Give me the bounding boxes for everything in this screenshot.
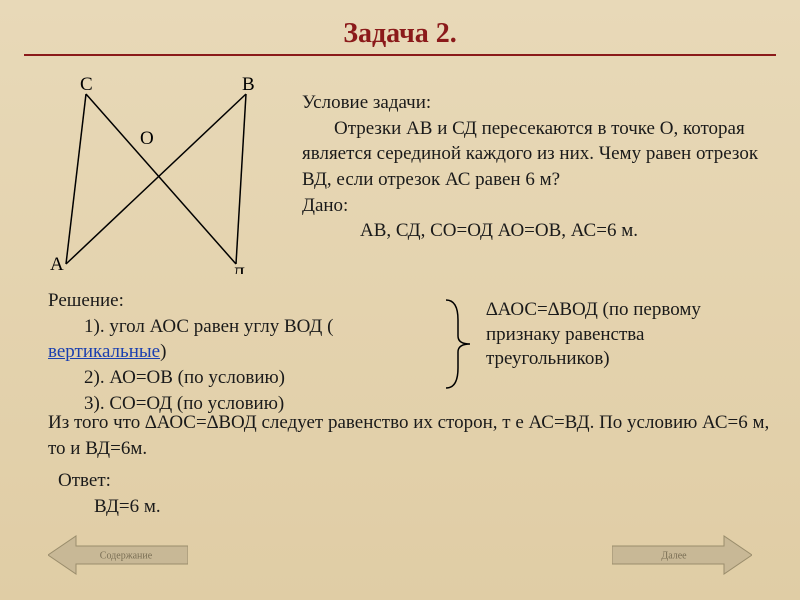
solution-block: Решение: 1). угол АОС равен углу ВОД ( в… — [48, 288, 428, 416]
solution-line1b: ) — [160, 341, 166, 362]
answer-label: Ответ: — [58, 468, 161, 494]
solution-line1a: 1). угол АОС равен углу ВОД ( — [84, 316, 333, 337]
given-label: Дано: — [302, 193, 770, 219]
triangle-equality: ∆АОС=∆ВОД (по первому признаку равенства… — [486, 298, 746, 372]
segment-bd — [236, 94, 246, 264]
segment-ac — [66, 94, 86, 264]
answer-block: Ответ: ВД=6 м. — [58, 468, 161, 519]
given-text: АВ, СД, СО=ОД АО=ОВ, АС=6 м. — [302, 218, 770, 244]
segment-ab — [66, 94, 246, 264]
answer-value: ВД=6 м. — [58, 494, 161, 520]
next-button[interactable]: Далее — [612, 532, 752, 578]
label-o: О — [140, 128, 154, 149]
problem-body: Отрезки АВ и СД пересекаются в точке О, … — [302, 116, 770, 193]
label-c: С — [80, 74, 93, 95]
title-underline — [24, 54, 776, 56]
conclusion-text: Из того что ∆АОС=∆ВОД следует равенство … — [48, 410, 770, 461]
solution-line2: 2). АО=ОВ (по условию) — [48, 365, 428, 391]
label-a: А — [50, 254, 64, 274]
label-b: В — [242, 74, 255, 95]
problem-heading: Условие задачи: — [302, 90, 770, 116]
prev-button[interactable]: Содержание — [48, 532, 188, 578]
label-d: Д — [232, 264, 245, 274]
next-label: Далее — [661, 550, 687, 561]
prev-label: Содержание — [100, 550, 153, 561]
segment-cd — [86, 94, 236, 264]
solution-heading: Решение: — [48, 288, 428, 314]
vertical-angles-link[interactable]: вертикальные — [48, 341, 160, 362]
problem-statement: Условие задачи: Отрезки АВ и СД пересека… — [302, 90, 770, 244]
geometry-diagram: А С В Д О — [36, 74, 286, 274]
page-title: Задача 2. — [0, 18, 800, 50]
bracket-icon — [438, 296, 478, 392]
